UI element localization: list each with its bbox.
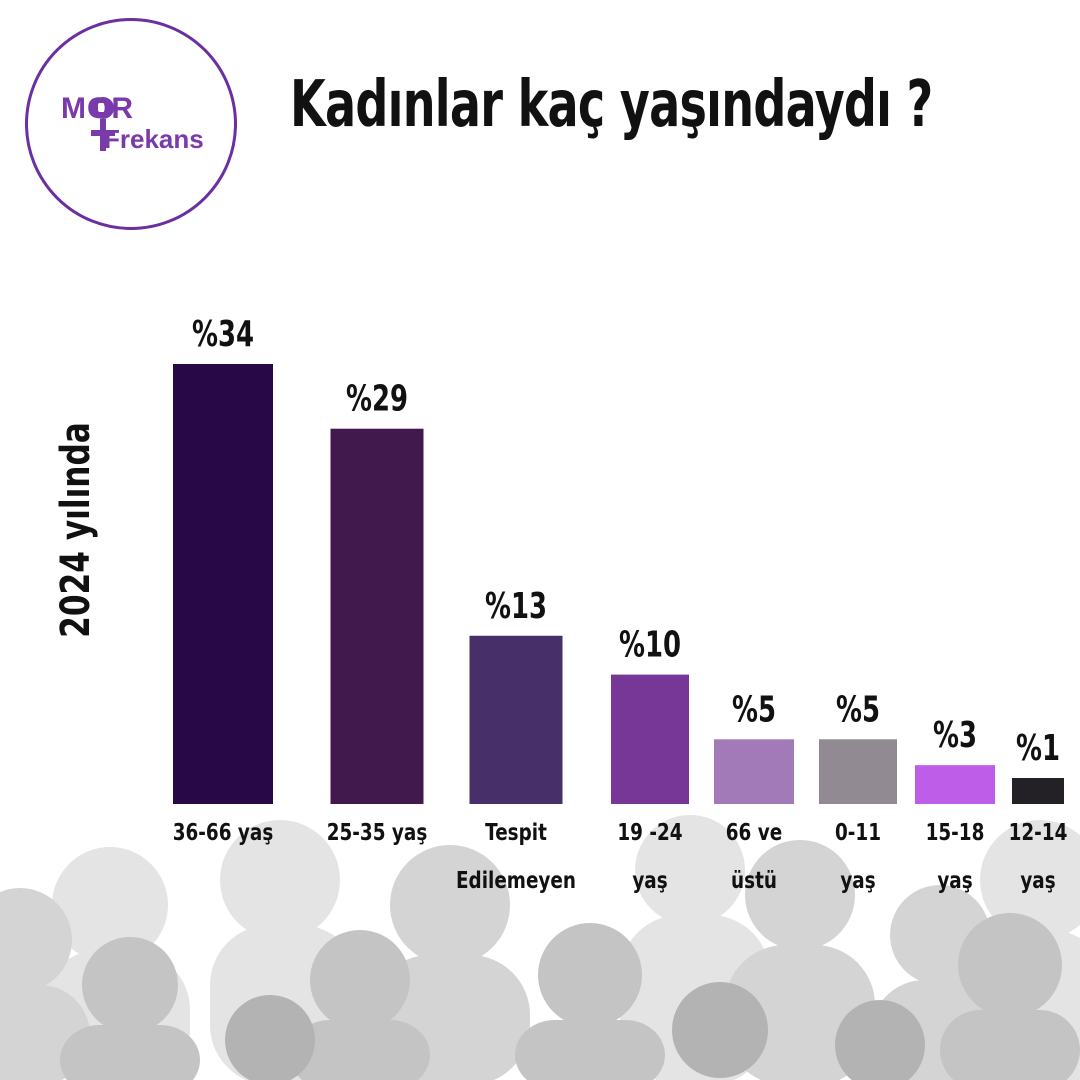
bar-3 [611,674,689,804]
bar-1 [330,428,424,804]
category-label-5-0: 0-11 [835,819,881,846]
bar-7 [1012,778,1064,804]
logo-text-mor: MOR [61,92,134,125]
venus-fist-icon [91,97,115,151]
value-label-2: %13 [485,586,547,627]
category-label-0-0: 36-66 yaş [173,819,274,846]
value-label-1: %29 [346,379,408,420]
y-axis-label: 2024 yılında [53,422,99,638]
category-label-6-0: 15-18 [926,819,985,846]
value-label-7: %1 [1016,728,1060,769]
category-label-3-1: yaş [632,867,667,894]
bar-0 [173,364,273,804]
category-label-2-1: Edilemeyen [456,867,576,894]
category-label-1-0: 25-35 yaş [327,819,428,846]
category-label-5-1: yaş [840,867,875,894]
bar-4 [714,739,794,804]
category-label-4-1: üstü [731,867,777,894]
page-title: Kadınlar kaç yaşındaydı ? [290,68,933,142]
category-label-6-1: yaş [937,867,972,894]
category-label-4-0: 66 ve [726,819,782,846]
logo-text-frekans: Frekans [104,124,204,154]
category-label-7-1: yaş [1020,867,1055,894]
value-label-0: %34 [192,314,254,355]
category-label-7-0: 12-14 [1009,819,1068,846]
value-label-5: %5 [836,689,880,730]
bar-5 [819,739,897,804]
category-label-3-0: 19 -24 [617,819,682,846]
value-label-4: %5 [732,689,776,730]
value-label-3: %10 [619,624,681,665]
bar-6 [915,765,995,804]
bar-2 [469,635,563,804]
value-label-6: %3 [933,715,977,756]
category-label-2-0: Tespit [485,819,547,846]
logo-circle [25,18,237,230]
